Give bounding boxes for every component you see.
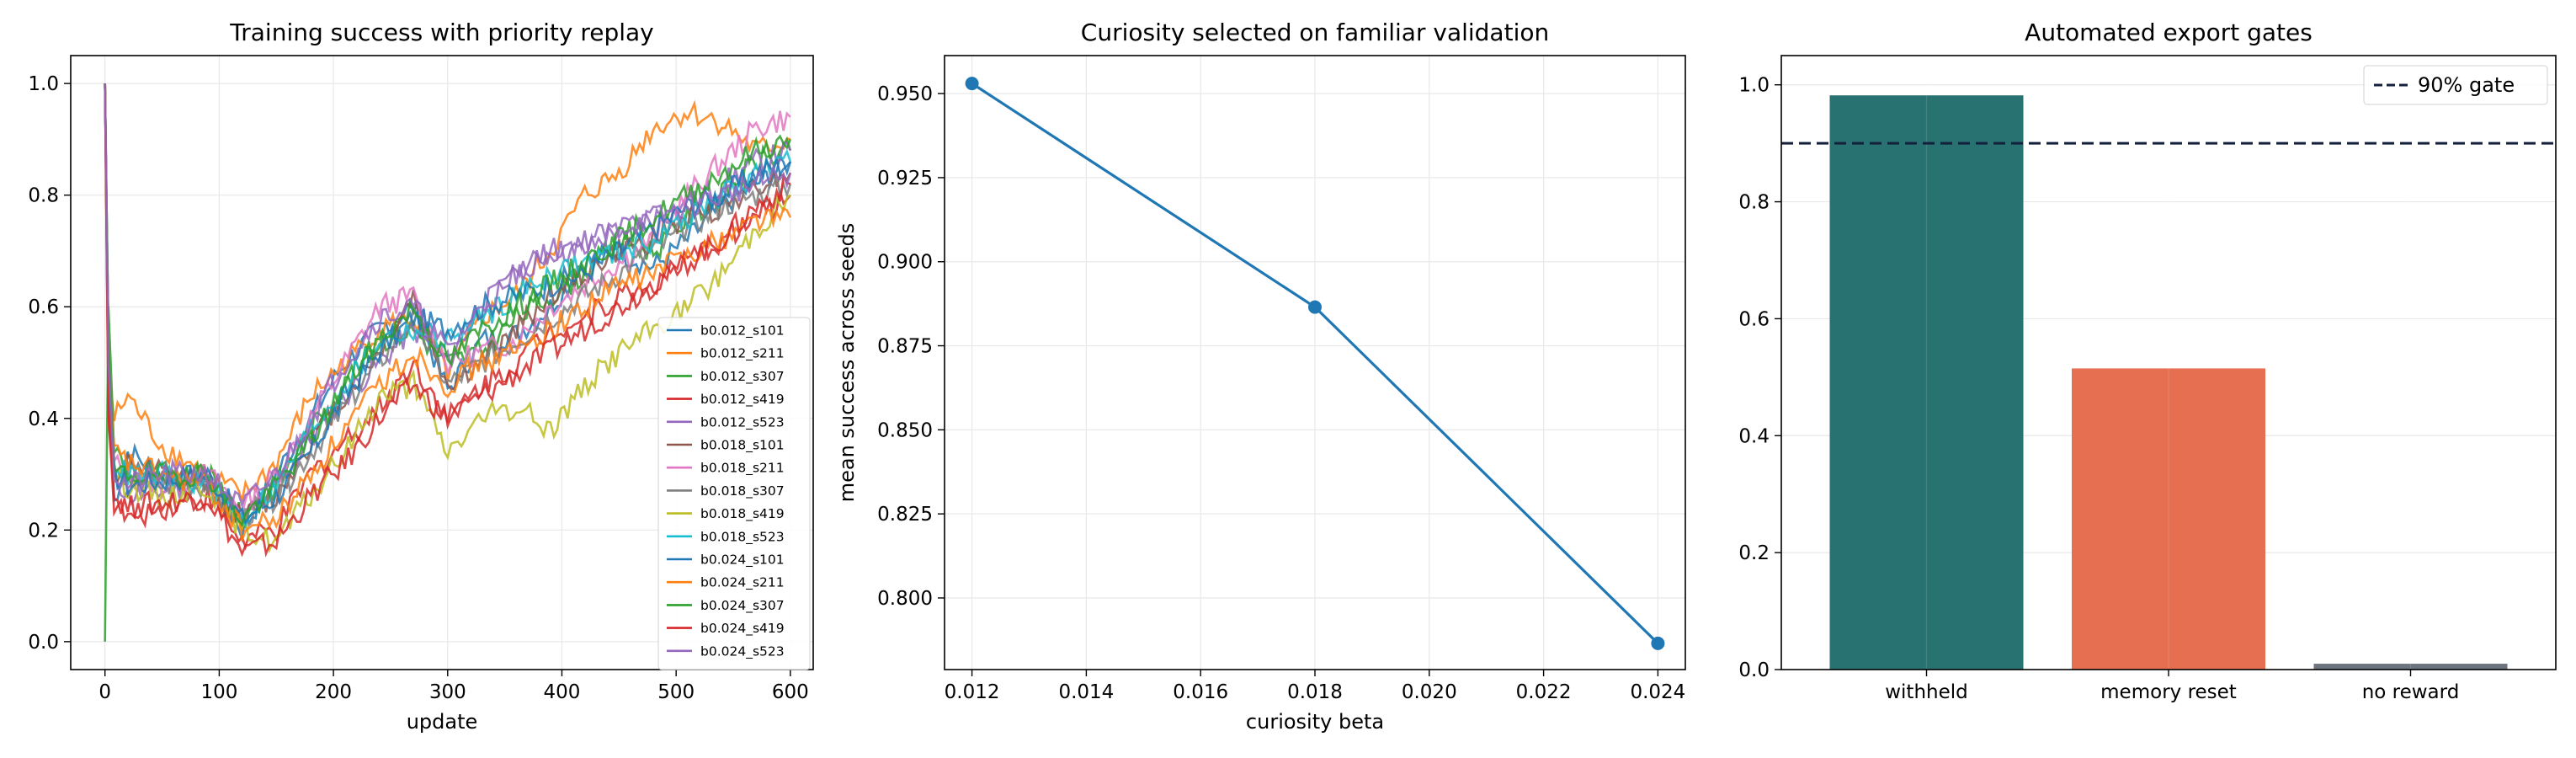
y-tick-label: 0.0 — [1738, 659, 1770, 681]
x-tick-label: 600 — [772, 681, 809, 703]
x-tick-label: 0.012 — [945, 681, 1000, 703]
axes-frame — [70, 55, 814, 670]
axes-frame — [1780, 55, 2557, 670]
bar-no-reward — [2313, 664, 2508, 670]
legend-label: b0.018_s419 — [700, 506, 785, 522]
y-tick-label: 0.4 — [1738, 425, 1770, 447]
x-tick-label: 0 — [98, 681, 111, 703]
y-tick-label: 0.800 — [877, 588, 933, 610]
chart-title: Training success with priority replay — [229, 19, 653, 46]
y-tick-label: 0.900 — [877, 252, 933, 274]
legend-label: b0.024_s211 — [700, 575, 785, 591]
x-tick-label: 400 — [544, 681, 581, 703]
chart-export-gates: 0.0 0.2 0.4 0.6 0.8 1.0 withheld memory reset no… — [1738, 19, 2557, 703]
bar-memory-reset — [2072, 368, 2265, 670]
x-tick-label: 300 — [429, 681, 466, 703]
legend-label: b0.024_s307 — [700, 598, 785, 614]
chart-title: Automated export gates — [2025, 19, 2313, 46]
y-tick-label: 0.950 — [877, 83, 933, 105]
legend-label: 90% gate — [2418, 73, 2515, 97]
series-line-b0.024_s211 — [104, 83, 792, 542]
legend-label: b0.018_s307 — [700, 483, 785, 499]
y-tick-label: 1.0 — [1738, 75, 1770, 97]
x-tick-label: 0.016 — [1173, 681, 1228, 703]
legend-label: b0.024_s523 — [700, 643, 785, 659]
y-tick-label: 0.6 — [1738, 308, 1770, 330]
y-tick-label: 0.850 — [877, 419, 933, 441]
x-tick-label: 0.024 — [1630, 681, 1685, 703]
axes-frame — [944, 55, 1686, 670]
chart-curiosity: 0.012 0.014 0.016 0.018 0.020 0.022 0.024 0.800… — [835, 19, 1686, 734]
y-tick-label: 0.8 — [1738, 192, 1770, 214]
legend-label: b0.018_s211 — [700, 461, 785, 477]
y-tick-label: 0.8 — [28, 185, 59, 207]
legend-label: b0.012_s307 — [700, 369, 785, 385]
x-tick-label: memory reset — [2100, 681, 2237, 703]
series-line-b0.018_s307 — [104, 83, 792, 527]
y-tick-label: 0.6 — [28, 296, 59, 318]
legend-label: b0.012_s419 — [700, 392, 785, 408]
legend-box — [2363, 65, 2548, 105]
legend-label: b0.012_s523 — [700, 414, 785, 430]
legend-label: b0.024_s101 — [700, 552, 785, 568]
x-tick-label: withheld — [1885, 681, 1968, 703]
y-tick-label: 0.825 — [877, 504, 933, 526]
series-line-b0.024_s307 — [104, 83, 792, 528]
y-tick-label: 0.875 — [877, 336, 933, 358]
legend-label: b0.018_s101 — [700, 438, 785, 454]
x-tick-label: no reward — [2362, 681, 2460, 703]
y-axis-label: mean success across seeds — [835, 223, 859, 503]
x-tick-label: 200 — [315, 681, 352, 703]
legend-label: b0.012_s211 — [700, 346, 785, 362]
legend-label: b0.024_s419 — [700, 621, 785, 637]
y-tick-label: 0.925 — [877, 168, 933, 190]
x-tick-label: 500 — [657, 681, 695, 703]
y-tick-label: 0.4 — [28, 408, 59, 430]
x-tick-label: 100 — [200, 681, 237, 703]
bar-withheld — [1829, 95, 2024, 670]
y-tick-label: 0.2 — [1738, 542, 1770, 564]
x-tick-label: 0.022 — [1516, 681, 1572, 703]
series-line-b0.024_s419 — [104, 83, 791, 558]
x-tick-label: 0.014 — [1058, 681, 1114, 703]
x-axis-label: curiosity beta — [1246, 710, 1384, 734]
data-point — [1651, 636, 1665, 650]
legend-box — [657, 317, 811, 670]
x-tick-label: 0.020 — [1402, 681, 1457, 703]
y-tick-label: 0.0 — [28, 632, 59, 654]
x-axis-label: update — [407, 710, 478, 734]
data-point — [1308, 300, 1322, 314]
legend-label: b0.012_s101 — [700, 323, 785, 339]
chart-title: Curiosity selected on familiar validatio… — [1081, 19, 1549, 46]
y-tick-label: 0.2 — [28, 520, 59, 542]
x-tick-label: 0.018 — [1287, 681, 1343, 703]
series-line-b0.024_s523 — [104, 83, 792, 509]
chart-training-success: 0 100 200 300 400 500 600 0.0 0.2 0.4 0.6 0.8 1.0 b0.… — [28, 19, 814, 734]
y-tick-label: 1.0 — [28, 73, 59, 95]
legend-label: b0.018_s523 — [700, 529, 785, 545]
data-point — [965, 77, 979, 91]
